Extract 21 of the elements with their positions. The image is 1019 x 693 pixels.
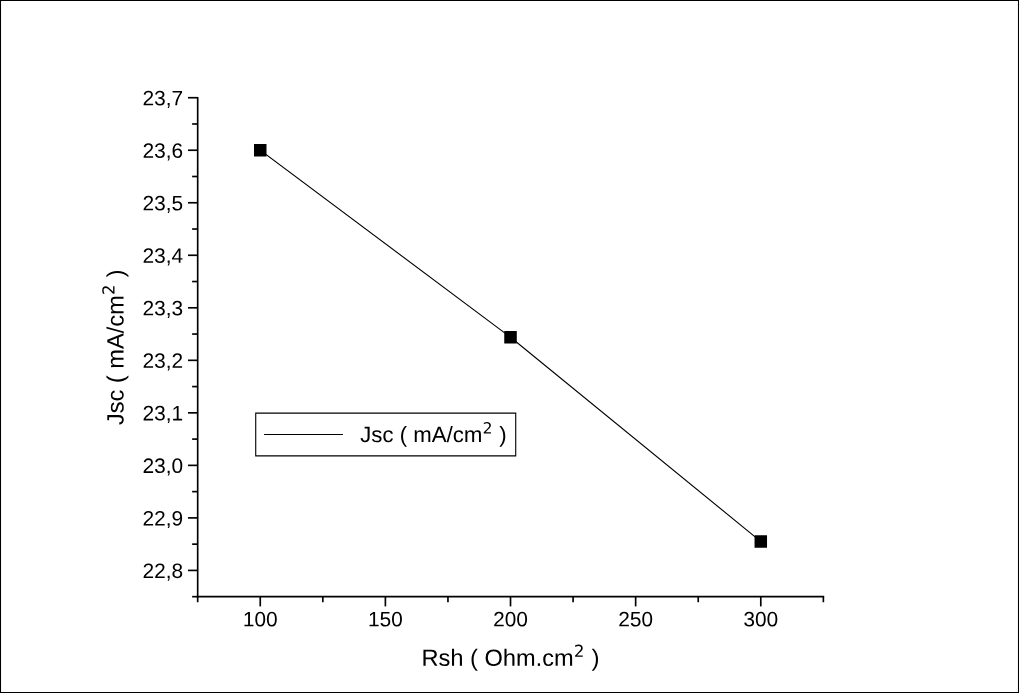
x-tick-label: 300 — [744, 611, 778, 627]
y-axis-title: Jsc ( mA/cm$^{2}$ ) — [102, 270, 129, 425]
x-tick-label: 200 — [494, 611, 528, 627]
point — [754, 535, 768, 548]
x-tick-label: 150 — [369, 611, 402, 627]
y-tick-label: 23,4 — [143, 248, 183, 266]
legend-label: Jsc ( mA/cm$^{2}$ ) — [360, 422, 506, 447]
x-tick-label: 100 — [244, 611, 277, 627]
point — [504, 330, 517, 344]
y-tick-label: 23,2 — [143, 353, 183, 371]
x-tick-label: 250 — [619, 611, 653, 627]
y-tick-label: 23,1 — [143, 405, 183, 424]
y-tick-label: 23,5 — [143, 195, 183, 213]
y-tick-label: 22,8 — [143, 563, 183, 581]
y-tick-label: 23,7 — [143, 90, 183, 108]
y-tick-label: 23,3 — [143, 300, 183, 319]
y-tick-label: 23,0 — [143, 458, 183, 476]
y-tick-label: 22,9 — [143, 510, 183, 529]
point — [254, 143, 267, 157]
y-tick-label: 23,6 — [143, 143, 183, 161]
x-axis-title: Rsh ( Ohm.cm$^{2}$ ) — [423, 644, 599, 671]
